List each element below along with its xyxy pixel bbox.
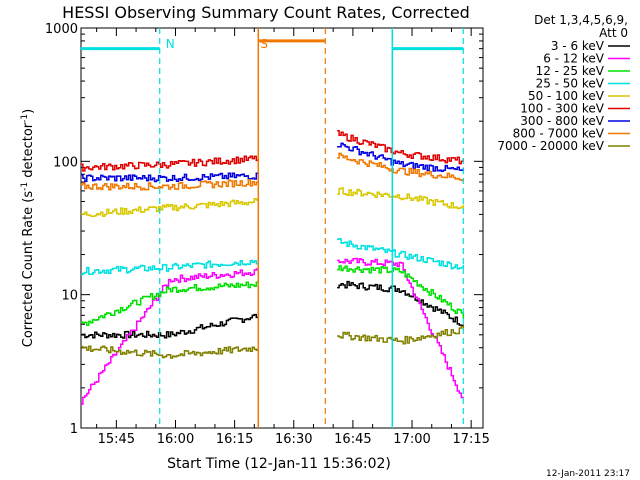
series-line	[80, 130, 465, 172]
y-axis-label-mid: detector	[21, 122, 36, 182]
y-tick-label: 10	[61, 289, 78, 304]
series-line	[80, 280, 465, 339]
y-axis-label-main: Corrected Count Rate (s	[21, 191, 36, 348]
series-line	[80, 257, 465, 405]
axis-ticks: 15:45 16:00 16:15 16:30 16:45 17:00 17:15 1 10 10…	[45, 22, 490, 447]
series-line	[80, 238, 465, 276]
chart-title: HESSI Observing Summary Count Rates, Cor…	[62, 3, 470, 22]
y-tick-label: 100	[53, 155, 78, 170]
x-tick-label: 16:30	[275, 432, 312, 447]
legend-label: 300 - 800 keV	[520, 114, 604, 128]
legend-label: 12 - 25 keV	[536, 64, 605, 78]
annotation-label: N	[166, 37, 175, 51]
x-tick-label: 16:45	[334, 432, 371, 447]
y-axis-label: Corrected Count Rate (s-1 detector-1)	[20, 109, 36, 347]
series-line	[80, 142, 465, 183]
series-layer	[80, 130, 465, 405]
legend-label: 50 - 100 keV	[528, 89, 605, 103]
footer-timestamp: 12-Jan-2011 23:17	[546, 469, 630, 479]
series-line	[80, 152, 465, 191]
series-line	[80, 187, 465, 218]
legend-title-line2: Att 0	[599, 26, 628, 40]
legend-label: 3 - 6 keV	[551, 39, 605, 53]
y-axis-label-sup1: -1	[20, 182, 30, 191]
legend-label: 800 - 7000 keV	[513, 127, 605, 141]
x-tick-label: 17:15	[452, 432, 489, 447]
x-tick-label: 16:15	[216, 432, 253, 447]
x-axis-label: Start Time (12-Jan-11 15:36:02)	[167, 456, 391, 472]
x-tick-label: 15:45	[98, 432, 135, 447]
legend-label: 25 - 50 keV	[536, 77, 605, 91]
series-line	[80, 265, 465, 326]
series-line	[80, 325, 465, 359]
y-tick-label: 1000	[45, 22, 78, 37]
x-tick-label: 16:00	[157, 432, 194, 447]
legend-label: 100 - 300 keV	[520, 102, 604, 116]
annotation-label: S	[260, 37, 268, 51]
x-tick-label: 17:00	[393, 432, 430, 447]
legend-label: 6 - 12 keV	[543, 52, 605, 66]
legend-label: 7000 - 20000 keV	[497, 139, 604, 153]
y-axis-label-end: )	[21, 109, 36, 114]
plot-frame	[80, 27, 484, 429]
y-axis-label-sup2: -1	[20, 114, 30, 123]
legend-title-line1: Det 1,3,4,5,6,9,	[534, 13, 628, 27]
y-tick-label: 1	[70, 422, 78, 437]
